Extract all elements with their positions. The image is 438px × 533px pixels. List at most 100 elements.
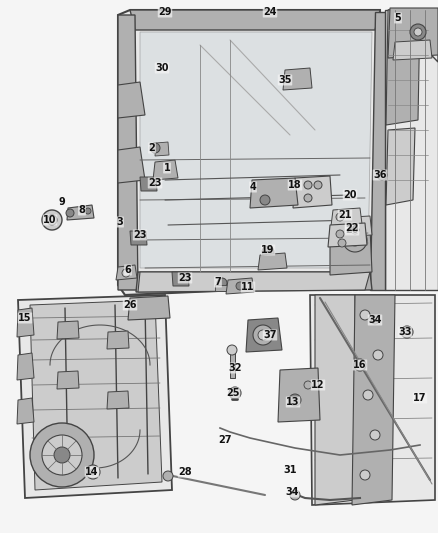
Polygon shape	[17, 398, 34, 424]
Polygon shape	[118, 82, 145, 118]
Polygon shape	[393, 40, 432, 60]
Circle shape	[414, 28, 422, 36]
Circle shape	[410, 24, 426, 40]
Polygon shape	[258, 253, 287, 270]
Text: 18: 18	[288, 180, 302, 190]
Circle shape	[360, 310, 370, 320]
Text: 2: 2	[148, 143, 155, 153]
Polygon shape	[67, 205, 94, 220]
Polygon shape	[155, 142, 169, 156]
Polygon shape	[17, 308, 34, 337]
Polygon shape	[107, 331, 129, 349]
Circle shape	[289, 394, 301, 406]
Text: 23: 23	[178, 273, 192, 283]
Text: 17: 17	[413, 393, 427, 403]
Circle shape	[260, 195, 270, 205]
Circle shape	[343, 228, 367, 252]
Text: 24: 24	[263, 7, 277, 17]
Circle shape	[285, 75, 295, 85]
Circle shape	[377, 170, 387, 180]
Circle shape	[86, 465, 100, 479]
Polygon shape	[30, 300, 162, 490]
Circle shape	[42, 210, 62, 230]
Text: 6: 6	[125, 265, 131, 275]
Text: 11: 11	[241, 282, 255, 292]
Text: 35: 35	[278, 75, 292, 85]
Text: 37: 37	[263, 330, 277, 340]
Polygon shape	[315, 295, 355, 505]
Text: 16: 16	[353, 360, 367, 370]
Polygon shape	[386, 128, 415, 205]
Text: 31: 31	[283, 465, 297, 475]
Polygon shape	[118, 10, 380, 295]
Circle shape	[370, 430, 380, 440]
Text: 30: 30	[155, 63, 169, 73]
Text: 26: 26	[123, 300, 137, 310]
Text: 32: 32	[228, 363, 242, 373]
Bar	[230, 350, 235, 378]
Text: 20: 20	[343, 190, 357, 200]
Circle shape	[42, 435, 82, 475]
Polygon shape	[118, 147, 145, 183]
Circle shape	[401, 326, 413, 338]
Circle shape	[47, 215, 57, 225]
Polygon shape	[250, 178, 298, 208]
Circle shape	[90, 469, 96, 475]
Polygon shape	[330, 228, 372, 275]
Text: 4: 4	[250, 182, 256, 192]
Polygon shape	[388, 10, 438, 62]
Polygon shape	[310, 295, 435, 505]
Polygon shape	[153, 160, 178, 180]
Polygon shape	[17, 353, 34, 380]
Circle shape	[363, 390, 373, 400]
Text: 25: 25	[226, 388, 240, 398]
Polygon shape	[386, 10, 420, 125]
Polygon shape	[118, 15, 138, 290]
Polygon shape	[140, 32, 372, 268]
Circle shape	[304, 381, 312, 389]
Text: 12: 12	[311, 380, 325, 390]
Circle shape	[354, 359, 366, 371]
Circle shape	[262, 246, 274, 258]
Circle shape	[163, 471, 173, 481]
Polygon shape	[130, 231, 147, 245]
Circle shape	[304, 181, 312, 189]
Text: 23: 23	[148, 178, 162, 188]
Polygon shape	[388, 8, 438, 58]
Text: 22: 22	[345, 223, 359, 233]
Circle shape	[351, 226, 359, 234]
Text: 28: 28	[178, 467, 192, 477]
Circle shape	[217, 278, 227, 288]
Circle shape	[314, 181, 322, 189]
Circle shape	[30, 423, 94, 487]
Circle shape	[360, 470, 370, 480]
Polygon shape	[172, 272, 189, 286]
Polygon shape	[57, 371, 79, 389]
Circle shape	[122, 269, 130, 277]
Text: 29: 29	[158, 7, 172, 17]
Circle shape	[336, 230, 344, 238]
Polygon shape	[57, 321, 79, 339]
Polygon shape	[138, 272, 370, 292]
Polygon shape	[107, 391, 129, 409]
Circle shape	[229, 387, 241, 399]
Polygon shape	[130, 10, 380, 30]
Text: 34: 34	[285, 487, 299, 497]
Text: 10: 10	[43, 215, 57, 225]
Polygon shape	[116, 265, 137, 280]
Polygon shape	[140, 177, 157, 191]
Text: 27: 27	[218, 435, 232, 445]
Circle shape	[290, 490, 300, 500]
Polygon shape	[18, 295, 172, 498]
Polygon shape	[352, 295, 395, 505]
Polygon shape	[283, 68, 312, 90]
Text: 5: 5	[395, 13, 401, 23]
Bar	[215, 285, 229, 291]
Circle shape	[304, 194, 312, 202]
Text: 8: 8	[78, 205, 85, 215]
Circle shape	[371, 316, 379, 324]
Circle shape	[54, 447, 70, 463]
Polygon shape	[385, 10, 438, 290]
Circle shape	[336, 213, 344, 221]
Text: 33: 33	[398, 327, 412, 337]
